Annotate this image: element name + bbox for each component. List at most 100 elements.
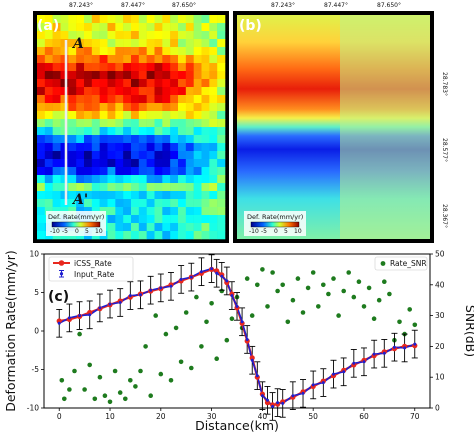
heatmap-cell xyxy=(131,183,140,192)
heatmap-cell xyxy=(131,207,140,216)
heatmap-cell xyxy=(162,79,171,88)
heatmap-cell xyxy=(185,167,194,176)
heatmap-cell xyxy=(52,87,61,96)
input-rate-point xyxy=(169,284,173,288)
heatmap-cell xyxy=(217,87,226,96)
heatmap-cell xyxy=(138,47,147,56)
heatmap-cell xyxy=(37,175,46,184)
heatmap-cell xyxy=(138,15,147,24)
heatmap-cell xyxy=(178,39,187,48)
heatmap-cell xyxy=(37,199,46,208)
heatmap-cell xyxy=(217,71,226,80)
heatmap-cell xyxy=(138,111,147,120)
heatmap-cell xyxy=(162,135,171,144)
heatmap-cell xyxy=(131,47,140,56)
snr-point xyxy=(376,297,382,303)
heatmap-cell xyxy=(162,151,171,160)
heatmap-cell xyxy=(123,231,132,240)
heatmap-cell xyxy=(185,47,194,56)
heatmap-cell xyxy=(193,207,202,216)
heatmap-cell xyxy=(52,175,61,184)
heatmap-cell xyxy=(170,199,179,208)
x-tick-label: 30 xyxy=(207,412,217,421)
heatmap-cell xyxy=(60,175,69,184)
heatmap-cell xyxy=(201,119,210,128)
snr-point xyxy=(300,310,306,315)
heatmap-cell xyxy=(37,143,46,152)
panel-c-ticks: 0 10 20 30 40 50 60 70 -10 -5 0 5 10 0 10 20 30 40 50 xyxy=(27,250,445,422)
legend-snr-label: Rate_SNR xyxy=(390,259,427,268)
snr-point xyxy=(260,267,265,272)
heatmap-cell xyxy=(131,215,140,224)
snr-point xyxy=(254,282,260,288)
heatmap-cell xyxy=(138,23,147,32)
heatmap-cell xyxy=(185,31,194,40)
heatmap-cell xyxy=(201,215,210,224)
input-rate-point xyxy=(311,383,315,387)
heatmap-cell xyxy=(154,159,163,168)
heatmap-cell xyxy=(123,127,132,136)
heatmap-cell xyxy=(52,23,61,32)
heatmap-cell xyxy=(91,39,100,48)
heatmap-cell xyxy=(68,95,77,104)
heatmap-cell xyxy=(209,199,218,208)
heatmap-cell xyxy=(138,199,147,208)
heatmap-cell xyxy=(193,135,202,144)
heatmap-cell xyxy=(76,111,85,120)
heatmap-cell xyxy=(68,191,77,200)
heatmap-cell xyxy=(209,39,218,48)
snr-point xyxy=(290,297,296,303)
heatmap-cell xyxy=(68,15,77,24)
heatmap-cell xyxy=(99,31,108,40)
heatmap-cell xyxy=(170,15,179,24)
heatmap-cell xyxy=(60,103,69,112)
heatmap-cell xyxy=(217,47,226,56)
heatmap-cell xyxy=(68,23,77,32)
heatmap-cell xyxy=(84,175,93,184)
heatmap-cell xyxy=(201,175,210,184)
panel-a-cb-tick-4: 10 xyxy=(95,228,103,235)
heatmap-cell xyxy=(123,151,132,160)
snr-point xyxy=(351,294,357,300)
heatmap-cell xyxy=(115,183,124,192)
snr-point xyxy=(341,288,347,294)
heatmap-cell xyxy=(68,79,77,88)
legend-icss-marker xyxy=(58,260,65,266)
snr-point xyxy=(356,279,362,285)
y2-tick-label: 20 xyxy=(435,342,445,351)
heatmap-cell xyxy=(138,71,147,80)
heatmap-cell xyxy=(146,159,155,168)
heatmap-cell xyxy=(170,71,179,80)
y2-tick-label: 40 xyxy=(435,280,445,289)
heatmap-cell xyxy=(201,207,210,216)
snr-point xyxy=(412,322,418,328)
input-rate-point xyxy=(159,286,163,290)
heatmap-cell xyxy=(37,159,46,168)
heatmap-cell xyxy=(52,135,61,144)
heatmap-cell xyxy=(131,63,140,72)
heatmap-cell xyxy=(123,199,132,208)
heatmap-cell xyxy=(131,231,140,240)
snr-point xyxy=(178,359,184,365)
snr-point xyxy=(158,371,164,377)
heatmap-cell xyxy=(52,55,61,64)
heatmap-cell xyxy=(115,199,124,208)
heatmap-cell xyxy=(107,143,116,152)
heatmap-cell xyxy=(131,127,140,136)
input-rate-point xyxy=(260,394,264,398)
heatmap-cell xyxy=(68,39,77,48)
heatmap-cell xyxy=(123,63,132,72)
input-rate-point xyxy=(88,313,92,317)
heatmap-cell xyxy=(217,127,226,136)
heatmap-cell xyxy=(185,103,194,112)
heatmap-cell xyxy=(185,151,194,160)
heatmap-cell xyxy=(185,199,194,208)
input-rate-point xyxy=(149,288,153,292)
heatmap-cell xyxy=(131,71,140,80)
snr-point xyxy=(397,319,402,325)
snr-point xyxy=(387,291,392,297)
heatmap-cell xyxy=(185,111,194,120)
heatmap-cell xyxy=(162,127,171,136)
heatmap-cell xyxy=(37,191,46,200)
